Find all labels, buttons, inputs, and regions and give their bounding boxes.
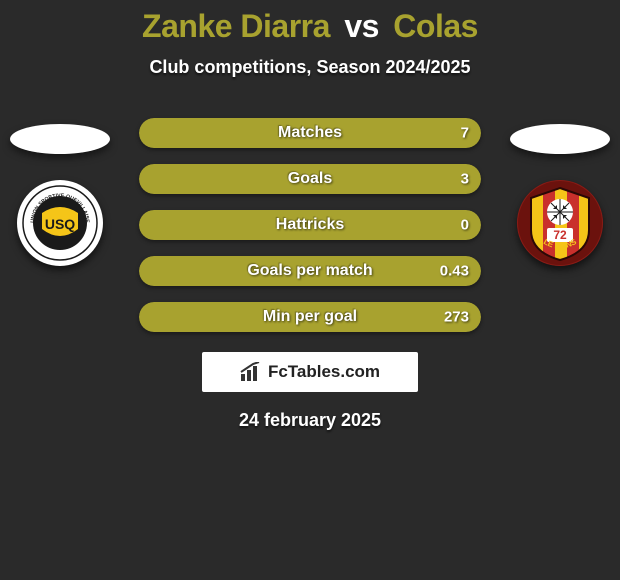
stat-label: Goals — [288, 170, 332, 188]
page-title: Zanke Diarra vs Colas — [0, 8, 620, 45]
stat-value-right: 0 — [461, 217, 469, 234]
svg-text:USQ: USQ — [45, 216, 75, 232]
club-badge-right: 72 LE MANS — [517, 180, 603, 266]
date: 24 february 2025 — [0, 410, 620, 431]
stat-row: Matches 7 — [139, 118, 481, 148]
player2-name: Colas — [393, 8, 478, 44]
vs-text: vs — [344, 8, 379, 44]
subtitle: Club competitions, Season 2024/2025 — [0, 57, 620, 78]
lemans-logo-icon: 72 LE MANS — [517, 180, 603, 266]
stat-row: Min per goal 273 — [139, 302, 481, 332]
club-badge-left: USQ UNION SPORTIVE QUEVILLAISE — [17, 180, 103, 266]
stat-value-right: 273 — [444, 309, 469, 326]
stat-label: Matches — [278, 124, 342, 142]
quevilly-logo-icon: USQ UNION SPORTIVE QUEVILLAISE — [22, 185, 98, 261]
stat-value-right: 7 — [461, 125, 469, 142]
stat-value-right: 3 — [461, 171, 469, 188]
watermark[interactable]: FcTables.com — [202, 352, 418, 392]
stat-label: Goals per match — [247, 262, 372, 280]
stat-label: Min per goal — [263, 308, 357, 326]
comparison-card: Zanke Diarra vs Colas Club competitions,… — [0, 0, 620, 431]
chart-icon — [240, 362, 262, 382]
pointer-right — [510, 124, 610, 154]
svg-text:72: 72 — [553, 228, 567, 242]
watermark-text: FcTables.com — [268, 362, 380, 382]
stat-row: Goals per match 0.43 — [139, 256, 481, 286]
stat-label: Hattricks — [276, 216, 344, 234]
pointer-left — [10, 124, 110, 154]
stat-value-right: 0.43 — [440, 263, 469, 280]
player1-name: Zanke Diarra — [142, 8, 330, 44]
stat-row: Hattricks 0 — [139, 210, 481, 240]
stat-row: Goals 3 — [139, 164, 481, 194]
